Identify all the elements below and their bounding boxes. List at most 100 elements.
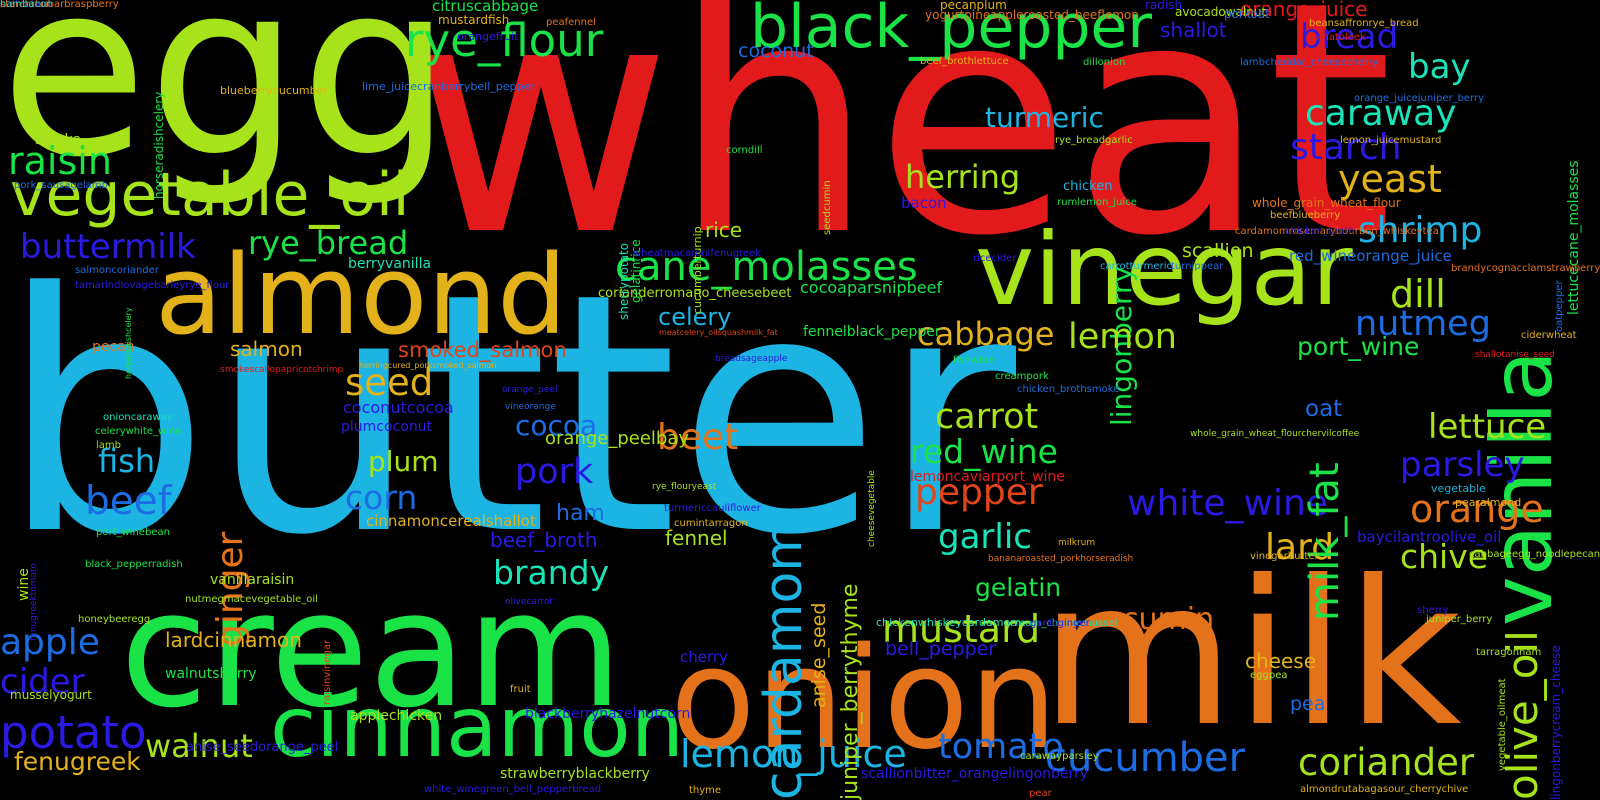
- word-81: lardcinnamon: [165, 628, 302, 652]
- word-127: rye_breadgarlic: [1055, 135, 1133, 146]
- word-102: applechicken: [350, 708, 443, 724]
- word-72: rice: [705, 218, 743, 242]
- word-92: orange_peelbay: [545, 428, 690, 449]
- word-45: port_wine: [1297, 332, 1420, 361]
- word-160: whole_grain_wheat_flourchervilcoffee: [1190, 429, 1360, 439]
- word-27: turmeric: [985, 101, 1104, 134]
- word-0: butter: [0, 223, 1017, 607]
- word-170: turmericcauliflower: [664, 503, 761, 514]
- word-28: herring: [905, 158, 1021, 196]
- word-140: corndill: [726, 145, 763, 156]
- word-56: beef: [85, 479, 172, 524]
- word-178: chickenwhiskeycardamom: [876, 616, 1021, 629]
- word-23: shrimp: [1358, 210, 1483, 251]
- word-33: red_wine: [910, 432, 1058, 471]
- word-114: peafennel: [546, 17, 596, 28]
- word-80: orange_juice: [1240, 0, 1368, 21]
- word-143: cucumberturnip: [691, 226, 704, 314]
- word-168: port_winebean: [96, 527, 170, 538]
- word-34: pepper: [915, 472, 1043, 513]
- word-153: meatcelery_oilsquashmilk_fat: [659, 328, 778, 337]
- word-162: ciderwheat: [1521, 330, 1577, 341]
- word-149: black_pepperradish: [85, 559, 183, 570]
- word-64: cocoa: [515, 409, 598, 442]
- word-158: creampork: [995, 371, 1049, 382]
- word-117: yogurtpineappleroasted_beeflemon: [925, 8, 1139, 22]
- word-198: starchrhubarbraspberry: [0, 0, 119, 10]
- word-66: beet: [657, 417, 739, 458]
- word-135: rumlemon_juice: [1057, 197, 1137, 208]
- word-91: plumcoconut: [341, 419, 433, 435]
- word-84: anise_seed: [808, 602, 830, 708]
- word-184: juniper_berry: [1426, 614, 1493, 625]
- word-189: pearalmond: [1455, 496, 1522, 509]
- word-47: coriander: [1298, 741, 1475, 784]
- word-100: walnutsherry: [165, 666, 257, 682]
- word-179: cream_cheesemussel: [1010, 618, 1118, 629]
- word-89: smoke: [35, 132, 81, 148]
- word-110: blueberrycucumber: [220, 84, 328, 97]
- word-130: whole_grain_wheat_flour: [1252, 196, 1401, 210]
- word-101: musselyogurt: [10, 688, 92, 702]
- word-129: oatpepper: [1554, 280, 1565, 332]
- word-42: chive: [1400, 537, 1489, 576]
- word-41: lard: [1265, 527, 1335, 568]
- word-25: nutmeg: [1355, 304, 1491, 344]
- word-24: dill: [1390, 272, 1446, 316]
- word-63: corn: [345, 478, 418, 517]
- word-69: beef_broth: [490, 528, 598, 552]
- word-109: orangefruit: [457, 30, 519, 43]
- word-88: bacon: [901, 194, 947, 212]
- word-147: horseradishcelery: [124, 307, 133, 379]
- word-105: strawberryblackberry: [500, 766, 650, 782]
- word-48: cucumber: [1045, 735, 1246, 781]
- word-46: oat: [1305, 396, 1343, 422]
- word-18: bread: [1300, 17, 1399, 57]
- word-119: porkoat: [1224, 7, 1270, 21]
- word-173: vinegarbutter: [1250, 551, 1319, 562]
- word-57: fish: [98, 442, 156, 480]
- word-6: almond: [155, 231, 567, 359]
- word-44: milk_fat: [1302, 462, 1348, 621]
- word-111: lime_juicecranberrybell_pepper: [362, 80, 535, 93]
- word-195: thyme: [689, 785, 722, 796]
- word-177: honeybeeregg: [78, 614, 151, 625]
- word-154: breadsageapple: [715, 354, 788, 364]
- word-136: turnippear: [1171, 261, 1224, 272]
- word-133: cardamomrosemarybourbon_whiskeytea: [1235, 226, 1439, 237]
- word-144: wheatmacaronifenugreek: [633, 248, 762, 259]
- word-19: bay: [1408, 47, 1471, 87]
- word-79: coconut: [738, 40, 814, 62]
- word-131: beefblueberry: [1270, 210, 1341, 221]
- word-175: nutmegmacevegetable_oil: [185, 594, 318, 605]
- word-146: tamarindlovagebarleyrye_flour: [75, 280, 230, 291]
- word-53: apple: [0, 622, 100, 663]
- word-54: cider: [0, 662, 85, 702]
- word-188: cabbageegg_noodlepecan: [1469, 549, 1600, 560]
- word-61: smoked_salmon: [398, 338, 567, 362]
- word-132: seedcumin: [822, 180, 833, 235]
- word-5: onion: [670, 618, 1058, 781]
- word-38: parsley: [1400, 445, 1525, 485]
- word-98: baycilantroolive_oil: [1357, 528, 1502, 546]
- word-134: chicken_broth: [1285, 226, 1355, 237]
- word-97: red_wineorange_juice: [1289, 247, 1452, 265]
- word-197: coffeelard: [0, 0, 50, 10]
- word-1: wheat: [410, 0, 1393, 306]
- word-94: berryvanilla: [348, 256, 432, 272]
- word-50: lemon_juice: [680, 732, 907, 776]
- word-86: fennelblack_pepper: [803, 324, 941, 340]
- word-108: citruscabbage: [432, 0, 539, 15]
- word-59: salmon: [230, 337, 303, 361]
- word-60: seed: [345, 361, 434, 404]
- word-15: raisin: [8, 139, 112, 183]
- word-116: radish: [1145, 0, 1183, 12]
- word-67: brandy: [493, 553, 610, 592]
- word-156: vineorange: [505, 402, 556, 412]
- word-176: olivecarrot: [505, 597, 553, 607]
- word-181: raisinvinegar: [322, 639, 333, 705]
- word-186: vegetable_oilmeat: [1497, 678, 1508, 771]
- word-138: brandycognacclamstrawberry: [1451, 263, 1600, 274]
- word-95: corianderromano_cheesebeet: [598, 286, 792, 301]
